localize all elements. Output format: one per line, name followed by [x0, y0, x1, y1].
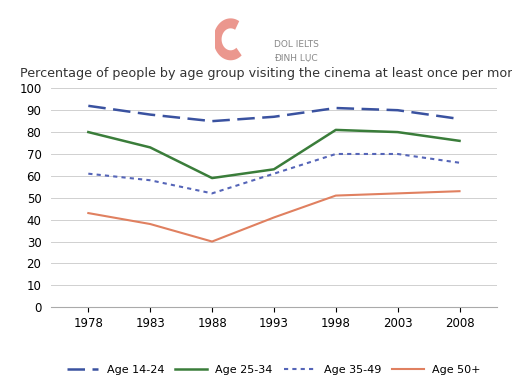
- Age 35-49: [271, 171, 277, 176]
- Age 14-24: [209, 119, 215, 124]
- Age 50+: [457, 189, 463, 194]
- Age 25-34: [457, 139, 463, 143]
- Age 35-49: [395, 152, 401, 156]
- Line: Age 35-49: Age 35-49: [88, 154, 460, 194]
- Age 25-34: [85, 130, 91, 134]
- Age 14-24: [333, 106, 339, 110]
- Age 50+: [147, 222, 153, 226]
- PathPatch shape: [214, 18, 242, 60]
- Age 14-24: [395, 108, 401, 113]
- Age 25-34: [395, 130, 401, 134]
- Age 35-49: [333, 152, 339, 156]
- Age 25-34: [333, 127, 339, 132]
- Age 25-34: [209, 176, 215, 180]
- Age 50+: [271, 215, 277, 220]
- Age 50+: [333, 193, 339, 198]
- Line: Age 50+: Age 50+: [88, 191, 460, 242]
- Line: Age 25-34: Age 25-34: [88, 130, 460, 178]
- Age 14-24: [271, 114, 277, 119]
- Age 50+: [85, 211, 91, 215]
- Age 25-34: [147, 145, 153, 150]
- Legend: Age 14-24, Age 25-34, Age 35-49, Age 50+: Age 14-24, Age 25-34, Age 35-49, Age 50+: [62, 361, 485, 380]
- Line: Age 14-24: Age 14-24: [88, 106, 460, 121]
- Age 35-49: [85, 171, 91, 176]
- Age 35-49: [457, 161, 463, 165]
- Age 50+: [209, 239, 215, 244]
- Age 35-49: [147, 178, 153, 182]
- Age 14-24: [85, 104, 91, 108]
- Age 25-34: [271, 167, 277, 172]
- Age 14-24: [147, 112, 153, 117]
- Text: DOL IELTS
ĐINH LỤC: DOL IELTS ĐINH LỤC: [274, 40, 319, 62]
- Age 14-24: [457, 117, 463, 121]
- Age 35-49: [209, 191, 215, 196]
- Age 50+: [395, 191, 401, 196]
- Title: Percentage of people by age group visiting the cinema at least once per month: Percentage of people by age group visiti…: [19, 67, 512, 80]
